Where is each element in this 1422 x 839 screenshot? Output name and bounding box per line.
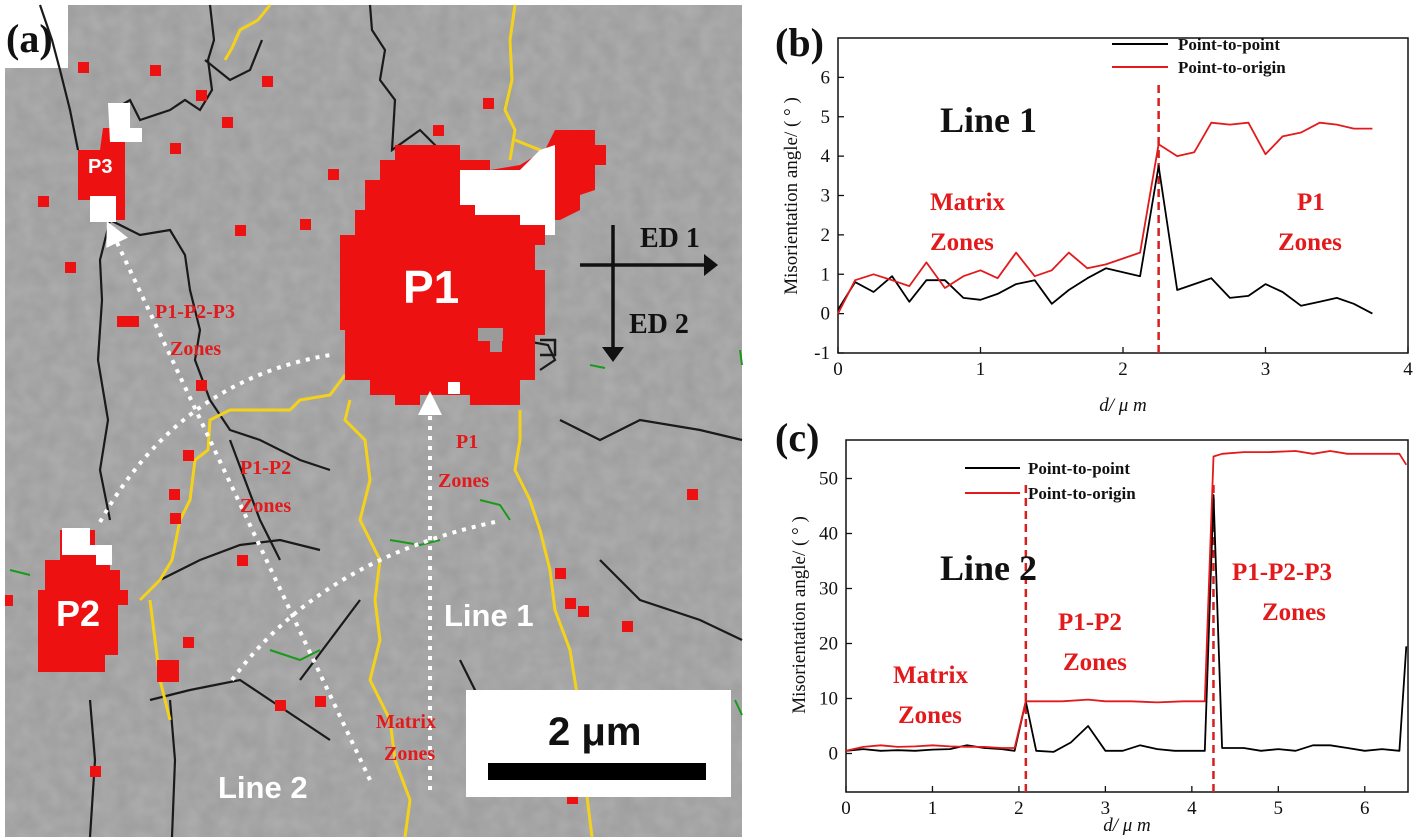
chart-c-title: Line 2	[940, 548, 1037, 588]
chart-c: (c) Misorientation angle/ ( ° ) d/ μ m 0…	[775, 415, 1409, 836]
panel-b-label: (b)	[775, 20, 824, 65]
grain-p1-white-region	[460, 145, 555, 235]
chart-c-xtick-label: 4	[1187, 798, 1197, 819]
grain-p3-label: P3	[88, 156, 112, 178]
chart-b-annot-p1-l2: Zones	[1278, 229, 1342, 256]
red-scattered-pixels	[5, 62, 698, 804]
chart-b-legend-ptp: Point-to-point	[1178, 35, 1280, 54]
chart-b-xtick-label: 3	[1261, 359, 1271, 380]
zone-p1p2-l1: P1-P2	[240, 457, 291, 479]
chart-c-legend-pto: Point-to-origin	[1028, 484, 1136, 503]
chart-b-xtick-label: 2	[1118, 359, 1128, 380]
chart-b-annot-p1-l1: P1	[1297, 189, 1325, 216]
chart-b-legend: Point-to-point Point-to-origin	[1112, 35, 1286, 77]
zone-matrix-l1: Matrix	[376, 711, 436, 733]
chart-c-xtick-label: 5	[1274, 798, 1284, 819]
grain-p2-label: P2	[56, 593, 100, 634]
chart-b-ytick-label: -1	[814, 343, 830, 364]
ed1-label: ED 1	[640, 223, 700, 254]
ebsd-map: (a)	[5, 4, 743, 838]
chart-c-legend: Point-to-point Point-to-origin	[965, 459, 1136, 503]
direction-indicator: ED 1 ED 2	[580, 223, 718, 362]
chart-c-xlabel: d/ μ m	[1103, 815, 1151, 836]
black-grain-boundaries	[38, 4, 743, 838]
chart-b-series-point-to-point	[837, 165, 1373, 315]
chart-b-xtick-label: 1	[976, 359, 986, 380]
chart-b-annot-matrix-l2: Zones	[930, 229, 994, 256]
chart-c-series-point-to-origin	[845, 450, 1408, 752]
zone-matrix-l2: Zones	[384, 743, 435, 765]
line-2-arrow	[106, 221, 372, 781]
chart-b-title: Line 1	[940, 100, 1037, 140]
line-2-label: Line 2	[218, 770, 308, 805]
chart-c-ytick-label: 40	[819, 524, 838, 545]
chart-b-ytick-label: 0	[821, 304, 831, 325]
chart-c-ylabel: Misorientation angle/ ( ° )	[789, 516, 810, 714]
chart-c-ytick-label: 10	[819, 689, 838, 710]
chart-b-ytick-label: 1	[821, 264, 831, 285]
chart-c-plot-frame	[845, 439, 1409, 793]
chart-b-annot-matrix-l1: Matrix	[930, 189, 1005, 216]
chart-c-xtick-label: 3	[1101, 798, 1111, 819]
chart-c-ytick-label: 30	[819, 579, 838, 600]
chart-b-legend-pto: Point-to-origin	[1178, 58, 1286, 77]
chart-b-ytick-label: 6	[821, 67, 831, 88]
chart-c-annot-matrix-l1: Matrix	[893, 662, 968, 689]
map-zone-labels: P1-P2-P3 Zones P1-P2 Zones P1 Zones Matr…	[155, 301, 534, 805]
zone-p1-l2: Zones	[438, 470, 489, 492]
chart-c-legend-ptp: Point-to-point	[1028, 459, 1130, 478]
chart-b-series-point-to-origin	[837, 121, 1373, 315]
chart-b-ytick-label: 4	[821, 146, 831, 167]
chart-b-xlabel: d/ μ m	[1099, 395, 1147, 416]
chart-c-xtick-label: 0	[841, 798, 851, 819]
chart-c-annot-p1p2-l2: Zones	[1063, 649, 1127, 676]
zone-p1-l1: P1	[456, 431, 478, 453]
chart-c-xtick-label: 1	[928, 798, 938, 819]
chart-c-series-point-to-point	[845, 494, 1408, 753]
chart-b-ytick-label: 2	[821, 225, 831, 246]
zone-p1p2-l2: Zones	[240, 495, 291, 517]
chart-c-annot-p123-l2: Zones	[1262, 599, 1326, 626]
chart-b-xtick-label: 4	[1403, 359, 1413, 380]
zone-p1p2p3-l1: P1-P2-P3	[155, 301, 235, 323]
chart-c-annot-matrix-l2: Zones	[898, 702, 962, 729]
grain-p1-label: P1	[403, 261, 459, 313]
line-1-label: Line 1	[444, 598, 534, 633]
chart-b-xtick-label: 0	[833, 359, 843, 380]
line-arrows	[106, 221, 442, 790]
chart-c-annot-p1p2-l1: P1-P2	[1058, 609, 1122, 636]
chart-c-ytick-label: 20	[819, 634, 838, 655]
chart-c-ytick-label: 50	[819, 469, 838, 490]
chart-b-ytick-label: 3	[821, 186, 831, 207]
green-boundary-fragments	[9, 349, 743, 716]
panel-c-label: (c)	[775, 415, 819, 460]
panel-a-label: (a)	[6, 16, 53, 61]
grain-p1-hole	[478, 328, 503, 341]
scale-bar: 2 μm	[466, 690, 731, 797]
chart-b: (b) Misorientation angle/ ( ° ) d/ μ m 0…	[775, 20, 1413, 416]
grain-p2	[38, 530, 128, 672]
scale-bar-label: 2 μm	[548, 710, 641, 754]
ed2-label: ED 2	[629, 309, 689, 340]
chart-b-ylabel: Misorientation angle/ ( ° )	[781, 97, 802, 295]
chart-c-xtick-label: 2	[1014, 798, 1024, 819]
chart-c-ytick-label: 0	[829, 744, 839, 765]
grain-p3-white-top	[108, 103, 142, 142]
chart-c-annot-p123-l1: P1-P2-P3	[1232, 559, 1332, 586]
grain-p2-white-region	[62, 528, 112, 565]
chart-c-xtick-label: 6	[1360, 798, 1370, 819]
chart-b-ytick-label: 5	[821, 107, 831, 128]
grain-p3-white-bottom	[90, 196, 116, 222]
scale-bar-line	[488, 763, 706, 780]
dotted-zone-arcs	[98, 353, 496, 682]
zone-p1p2p3-l2: Zones	[170, 338, 221, 360]
